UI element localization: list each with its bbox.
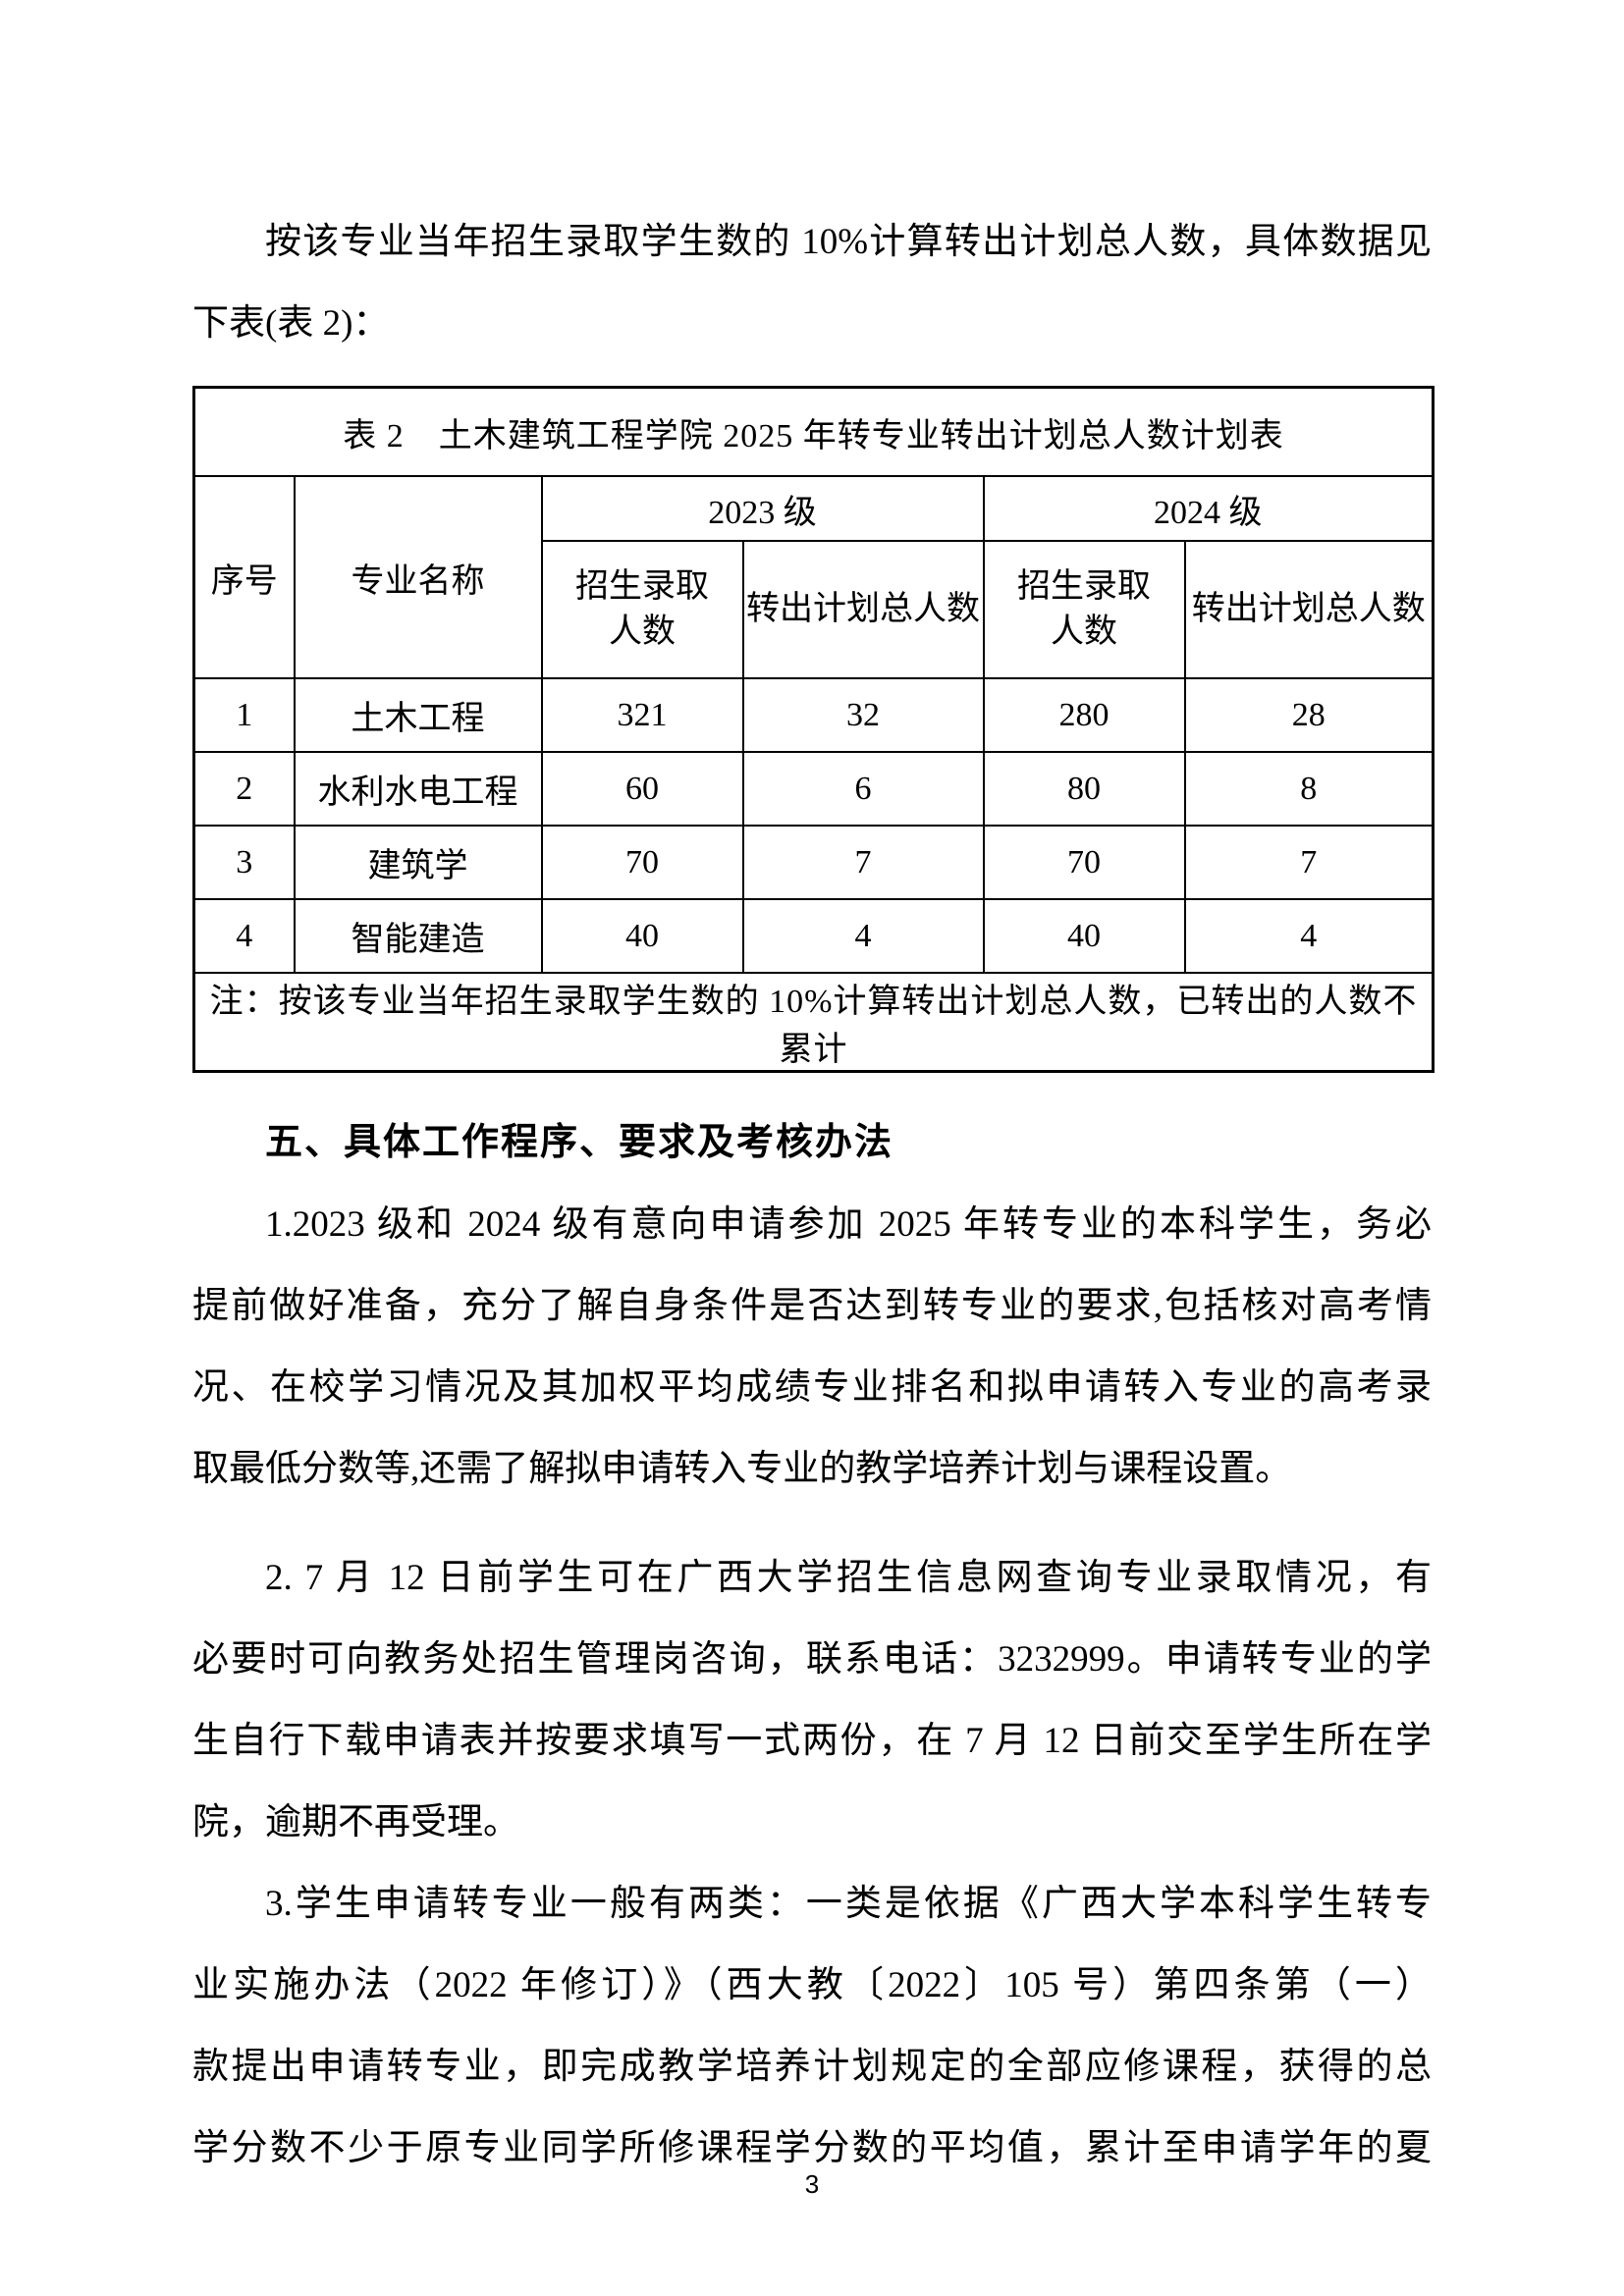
row3-transfer-2023: 7	[741, 825, 985, 900]
col-header-transfer-2024: 转出计划总人数	[1183, 540, 1435, 679]
para1-line-3: 况、在校学习情况及其加权平均成绩专业排名和拟申请转入专业的高考录	[192, 1367, 1432, 1408]
para3-line-3: 款提出申请转专业，即完成教学培养计划规定的全部应修课程，获得的总	[192, 2047, 1432, 2087]
table-row-4: 4 智能建造 40 4 40 4	[192, 898, 1435, 974]
table-row-1: 1 土木工程 321 32 280 28	[192, 677, 1435, 753]
row4-seq: 4	[192, 898, 296, 974]
row4-transfer-2024: 4	[1183, 898, 1435, 974]
row3-seq: 3	[192, 825, 296, 900]
table-sub-header-row: 招生录取 人数 转出计划总人数 招生录取 人数 转出计划总人数	[194, 540, 1435, 679]
row1-seq: 1	[192, 677, 296, 753]
para1-line-1: 1.2023 级和 2024 级有意向申请参加 2025 年转专业的本科学生，务…	[265, 1204, 1432, 1245]
row3-enroll-2023: 70	[540, 825, 744, 900]
row1-major: 土木工程	[293, 677, 543, 753]
table-note: 注：按该专业当年招生录取学生数的 10%计算转出计划总人数，已转出的人数不累计	[192, 972, 1435, 1073]
para2-line-2: 必要时可向教务处招生管理岗咨询，联系电话：3232999。申请转专业的学	[192, 1639, 1432, 1680]
para3-line-4: 学分数不少于原专业同学所修课程学分数的平均值，累计至申请学年的夏	[192, 2128, 1432, 2168]
section-heading: 五、具体工作程序、要求及考核办法	[265, 1122, 894, 1163]
table-note-row: 注：按该专业当年招生录取学生数的 10%计算转出计划总人数，已转出的人数不累计	[192, 972, 1435, 1073]
col-header-grade-2024: 2024 级	[982, 475, 1435, 542]
table-row-3: 3 建筑学 70 7 70 7	[192, 825, 1435, 900]
para3-line-2: 业实施办法（2022 年修订）》（西大教〔2022〕105 号）第四条第（一）	[192, 1965, 1432, 2005]
col-header-enroll-2024: 招生录取 人数	[982, 540, 1186, 679]
row3-enroll-2024: 70	[982, 825, 1186, 900]
para1-line-4: 取最低分数等,还需了解拟申请转入专业的教学培养计划与课程设置。	[192, 1449, 1292, 1489]
table-title-row: 表 2 土木建筑工程学院 2025 年转专业转出计划总人数计划表	[192, 386, 1435, 477]
table-group-header-row: 序号 专业名称 2023 级 2024 级	[192, 475, 1435, 679]
intro-line-1: 按该专业当年招生录取学生数的 10%计算转出计划总人数，具体数据见	[265, 222, 1432, 262]
col-header-major: 专业名称	[293, 475, 543, 679]
table-title: 表 2 土木建筑工程学院 2025 年转专业转出计划总人数计划表	[192, 386, 1435, 477]
row1-transfer-2024: 28	[1183, 677, 1435, 753]
row3-transfer-2024: 7	[1183, 825, 1435, 900]
col-header-seq: 序号	[192, 475, 296, 679]
row3-major: 建筑学	[293, 825, 543, 900]
row2-seq: 2	[192, 751, 296, 827]
row2-transfer-2024: 8	[1183, 751, 1435, 827]
row1-enroll-2024: 280	[982, 677, 1186, 753]
col-header-enroll-2023: 招生录取 人数	[540, 540, 744, 679]
para1-line-2: 提前做好准备，充分了解自身条件是否达到转专业的要求,包括核对高考情	[192, 1286, 1432, 1326]
row4-enroll-2024: 40	[982, 898, 1186, 974]
page-content: 按该专业当年招生录取学生数的 10%计算转出计划总人数，具体数据见 下表(表 2…	[192, 222, 1435, 2168]
row4-enroll-2023: 40	[540, 898, 744, 974]
row4-transfer-2023: 4	[741, 898, 985, 974]
row4-major: 智能建造	[293, 898, 543, 974]
col-header-transfer-2023: 转出计划总人数	[741, 540, 985, 679]
para2-line-4: 院，逾期不再受理。	[192, 1802, 519, 1842]
para2-line-1: 2. 7 月 12 日前学生可在广西大学招生信息网查询专业录取情况，有	[265, 1558, 1432, 1598]
col-header-grade-2023: 2023 级	[540, 475, 985, 542]
table-row-2: 2 水利水电工程 60 6 80 8	[192, 751, 1435, 827]
table-2: 表 2 土木建筑工程学院 2025 年转专业转出计划总人数计划表 序号 专业名称…	[192, 386, 1435, 1073]
page-number: 3	[804, 2169, 820, 2199]
row1-transfer-2023: 32	[741, 677, 985, 753]
row2-enroll-2024: 80	[982, 751, 1186, 827]
para2-line-3: 生自行下载申请表并按要求填写一式两份，在 7 月 12 日前交至学生所在学	[192, 1721, 1432, 1761]
intro-line-2: 下表(表 2)：	[192, 303, 390, 344]
row2-major: 水利水电工程	[293, 751, 543, 827]
row1-enroll-2023: 321	[540, 677, 744, 753]
row2-transfer-2023: 6	[741, 751, 985, 827]
para3-line-1: 3.学生申请转专业一般有两类：一类是依据《广西大学本科学生转专	[265, 1884, 1432, 1924]
row2-enroll-2023: 60	[540, 751, 744, 827]
